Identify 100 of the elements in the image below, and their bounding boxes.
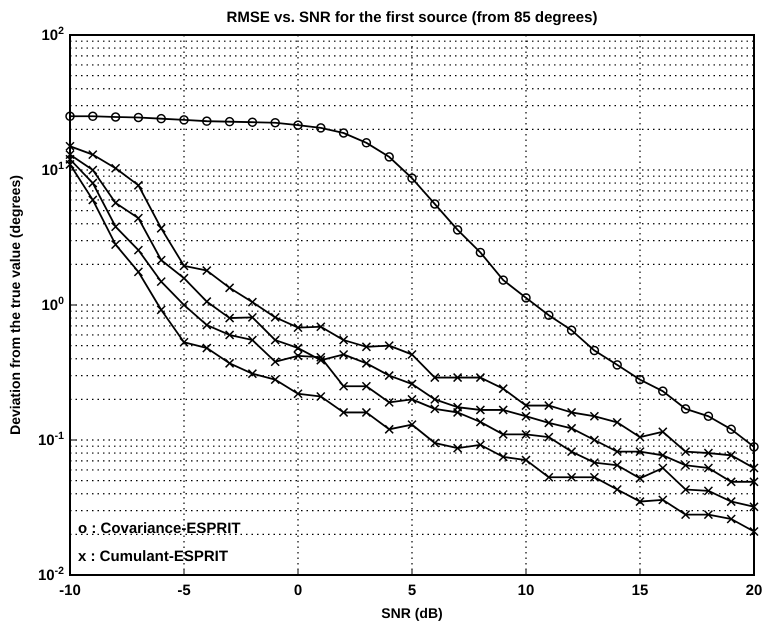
point bbox=[566, 424, 576, 434]
point bbox=[270, 335, 280, 345]
point bbox=[362, 382, 372, 392]
point bbox=[476, 372, 486, 382]
point bbox=[293, 343, 303, 353]
point bbox=[224, 283, 234, 293]
point bbox=[749, 502, 759, 512]
point bbox=[202, 320, 212, 330]
point bbox=[316, 322, 326, 332]
point bbox=[338, 408, 348, 418]
point bbox=[680, 484, 690, 494]
point bbox=[110, 198, 120, 208]
point bbox=[270, 356, 280, 366]
point bbox=[544, 472, 554, 482]
point bbox=[498, 384, 508, 394]
point bbox=[293, 322, 303, 332]
point bbox=[134, 213, 144, 223]
point bbox=[179, 273, 189, 283]
point bbox=[338, 350, 348, 360]
point bbox=[293, 351, 303, 361]
point bbox=[88, 165, 98, 175]
point bbox=[338, 128, 348, 138]
point bbox=[544, 310, 554, 320]
y-axis-title: Deviation from the true value (degrees) bbox=[7, 175, 23, 435]
point bbox=[544, 432, 554, 442]
point bbox=[726, 477, 736, 487]
x-tick-label: 15 bbox=[632, 582, 648, 599]
point bbox=[88, 112, 98, 122]
point bbox=[452, 402, 462, 412]
point bbox=[134, 180, 144, 190]
point bbox=[544, 400, 554, 410]
point bbox=[407, 350, 417, 360]
point bbox=[726, 424, 736, 434]
point bbox=[680, 510, 690, 520]
x-axis-title: SNR (dB) bbox=[381, 605, 443, 621]
point bbox=[270, 312, 280, 322]
point bbox=[498, 452, 508, 462]
point bbox=[407, 394, 417, 404]
point bbox=[134, 112, 144, 122]
point bbox=[680, 446, 690, 456]
point bbox=[384, 340, 394, 350]
point bbox=[179, 337, 189, 347]
point bbox=[156, 255, 166, 265]
y-tick-label: 10$^{0}$ bbox=[41, 295, 64, 314]
point bbox=[362, 408, 372, 418]
point bbox=[680, 404, 690, 414]
point bbox=[248, 297, 258, 307]
point bbox=[362, 358, 372, 368]
point bbox=[88, 178, 98, 188]
point bbox=[224, 313, 234, 323]
point bbox=[726, 496, 736, 506]
point bbox=[384, 424, 394, 434]
point bbox=[476, 417, 486, 427]
point bbox=[179, 261, 189, 271]
point bbox=[612, 360, 622, 370]
point bbox=[110, 164, 120, 174]
point bbox=[316, 392, 326, 402]
point bbox=[224, 330, 234, 340]
point bbox=[635, 432, 645, 442]
point bbox=[65, 141, 75, 151]
point bbox=[521, 455, 531, 465]
y-tick-label: 10$^{1}$ bbox=[41, 160, 64, 179]
point bbox=[293, 120, 303, 130]
point bbox=[110, 112, 120, 122]
point bbox=[430, 404, 440, 414]
point bbox=[566, 326, 576, 336]
point bbox=[635, 474, 645, 484]
point bbox=[749, 463, 759, 473]
point bbox=[430, 438, 440, 448]
point bbox=[293, 389, 303, 399]
point bbox=[134, 267, 144, 277]
point bbox=[476, 440, 486, 450]
x-tick-label: 5 bbox=[408, 582, 416, 599]
y-tick-label: 10$^{2}$ bbox=[41, 25, 64, 44]
x-tick-label: 0 bbox=[294, 582, 302, 599]
point bbox=[384, 152, 394, 162]
point bbox=[362, 342, 372, 352]
point bbox=[635, 496, 645, 506]
x-tick-label: -10 bbox=[59, 582, 81, 599]
annotation: x : Cumulant-ESPRIT bbox=[78, 548, 228, 565]
point bbox=[248, 368, 258, 378]
point bbox=[384, 398, 394, 408]
point bbox=[384, 370, 394, 380]
x-tick-label: 10 bbox=[518, 582, 534, 599]
point bbox=[224, 358, 234, 368]
point bbox=[521, 293, 531, 303]
point bbox=[612, 460, 622, 470]
point bbox=[248, 312, 258, 322]
point bbox=[362, 138, 372, 148]
point bbox=[635, 446, 645, 456]
point bbox=[635, 374, 645, 384]
point bbox=[704, 448, 714, 458]
point bbox=[452, 225, 462, 235]
point bbox=[452, 443, 462, 453]
y-tick-label: 10$^{-2}$ bbox=[38, 565, 64, 584]
point bbox=[316, 355, 326, 365]
point bbox=[749, 526, 759, 536]
point bbox=[452, 408, 462, 418]
point bbox=[407, 379, 417, 389]
point bbox=[430, 394, 440, 404]
